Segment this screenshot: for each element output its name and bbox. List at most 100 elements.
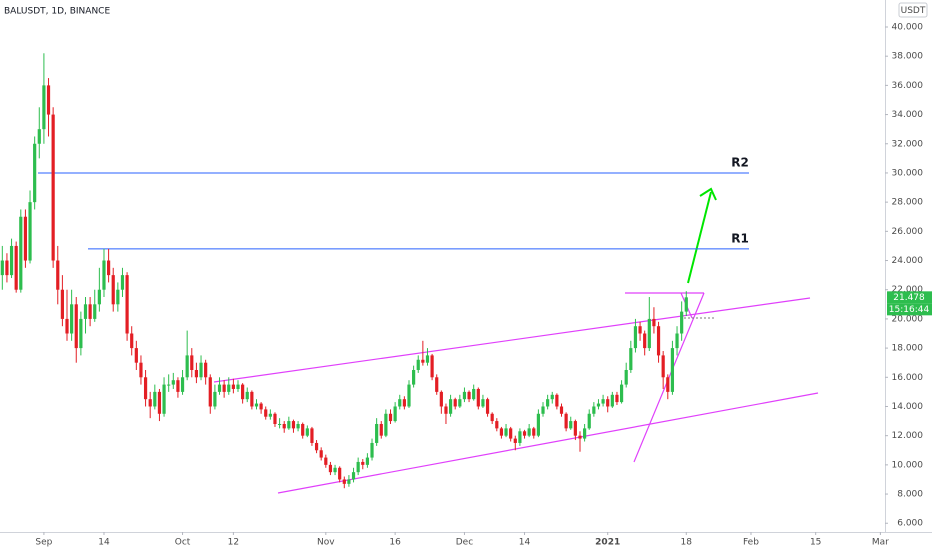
y-tick-label: 38.000 [892,52,924,62]
candle-body [291,421,296,429]
candle-body [143,377,148,400]
x-tick-label: Feb [743,538,759,548]
candle-body [185,355,189,378]
candle-body [629,348,633,370]
y-tick-label: 18.000 [892,344,924,354]
candle-body [176,380,180,392]
candle-body [564,413,568,429]
candle-body [573,421,577,436]
candle-body [93,304,97,319]
candle-body [70,304,74,334]
candle-body [425,355,430,363]
candle-body [481,399,485,407]
candle-body [305,428,309,436]
candle-body [643,333,647,349]
y-tick-label: 22.000 [892,285,924,295]
candle-body [448,399,453,414]
candle-body [79,318,83,349]
last-price-label: 21.478 [893,293,925,303]
candle-body [65,318,69,334]
candle-body [407,384,411,407]
x-tick-label: 15 [810,538,821,548]
candle-body [347,479,351,484]
candle-body [277,423,282,425]
candle-body [51,114,55,261]
candle-body [587,413,591,429]
candle-body [518,431,522,443]
candle-body [439,391,443,407]
candle-body [412,369,416,385]
candle-body [361,461,365,465]
candle-body [569,421,573,429]
candle-body [513,438,517,443]
candle-body [522,431,527,436]
currency: USDT [901,6,926,16]
candle-body [56,260,60,290]
candle-body [28,202,32,261]
candle-body [171,380,175,385]
candle-body [541,406,545,414]
candle-body [250,391,254,407]
candle-body [194,369,199,378]
candle-body [666,377,670,392]
candle-body [208,377,212,407]
candle-body [624,369,628,385]
candle-body [134,348,138,363]
candle-body [467,391,471,400]
candle-body [14,245,18,290]
y-tick-label: 34.000 [892,110,924,120]
candle-body [314,442,319,451]
candle-body [5,260,9,276]
candle-body [88,304,92,319]
y-tick-label: 10.000 [892,460,924,470]
candle-body [37,129,41,144]
candle-body [430,355,434,378]
y-tick-label: 30.000 [892,168,924,178]
candle-body [398,399,402,407]
arrow-head [699,187,717,201]
candle-body [157,391,162,414]
candle-body [379,423,383,436]
x-tick-label: 12 [228,538,239,548]
candle-body [120,275,125,290]
candle-body [656,326,661,356]
candle-body [499,428,504,436]
candle-body [107,260,111,276]
x-tick-label: 14 [98,538,110,548]
candle-body [462,391,467,400]
candle-body [393,406,397,422]
candle-body [375,423,379,443]
countdown-tag [887,303,932,316]
x-tick-label: Dec [456,538,473,548]
candle-body [324,457,328,465]
level-label: R1 [731,231,749,245]
candle-body [619,384,624,403]
x-tick-label: Nov [317,538,335,548]
x-tick-label: 16 [389,538,401,548]
candle-body [559,406,564,414]
candle-body [264,409,268,417]
x-tick-label: 2021 [595,538,620,548]
candle-body [42,85,46,130]
candle-body [342,479,346,484]
candle-body [102,260,106,290]
candle-body [592,406,596,414]
candle-body [301,423,305,436]
candle-body [162,384,166,414]
channel-lower [277,392,819,494]
chart-title: BALUSDT, 1D, BINANCE [4,7,110,17]
x-tick-label: 18 [681,538,693,548]
candle-body [444,406,448,414]
candle-body [615,394,619,403]
candle-body [458,399,462,407]
candle-body [213,391,217,407]
candle-body [180,377,185,392]
candle-body [509,428,513,439]
candle-body [287,421,291,429]
candles [0,53,688,489]
candle-body [416,359,420,370]
candle-body [356,461,360,473]
y-tick-label: 12.000 [892,431,924,441]
candle-body [578,435,582,439]
